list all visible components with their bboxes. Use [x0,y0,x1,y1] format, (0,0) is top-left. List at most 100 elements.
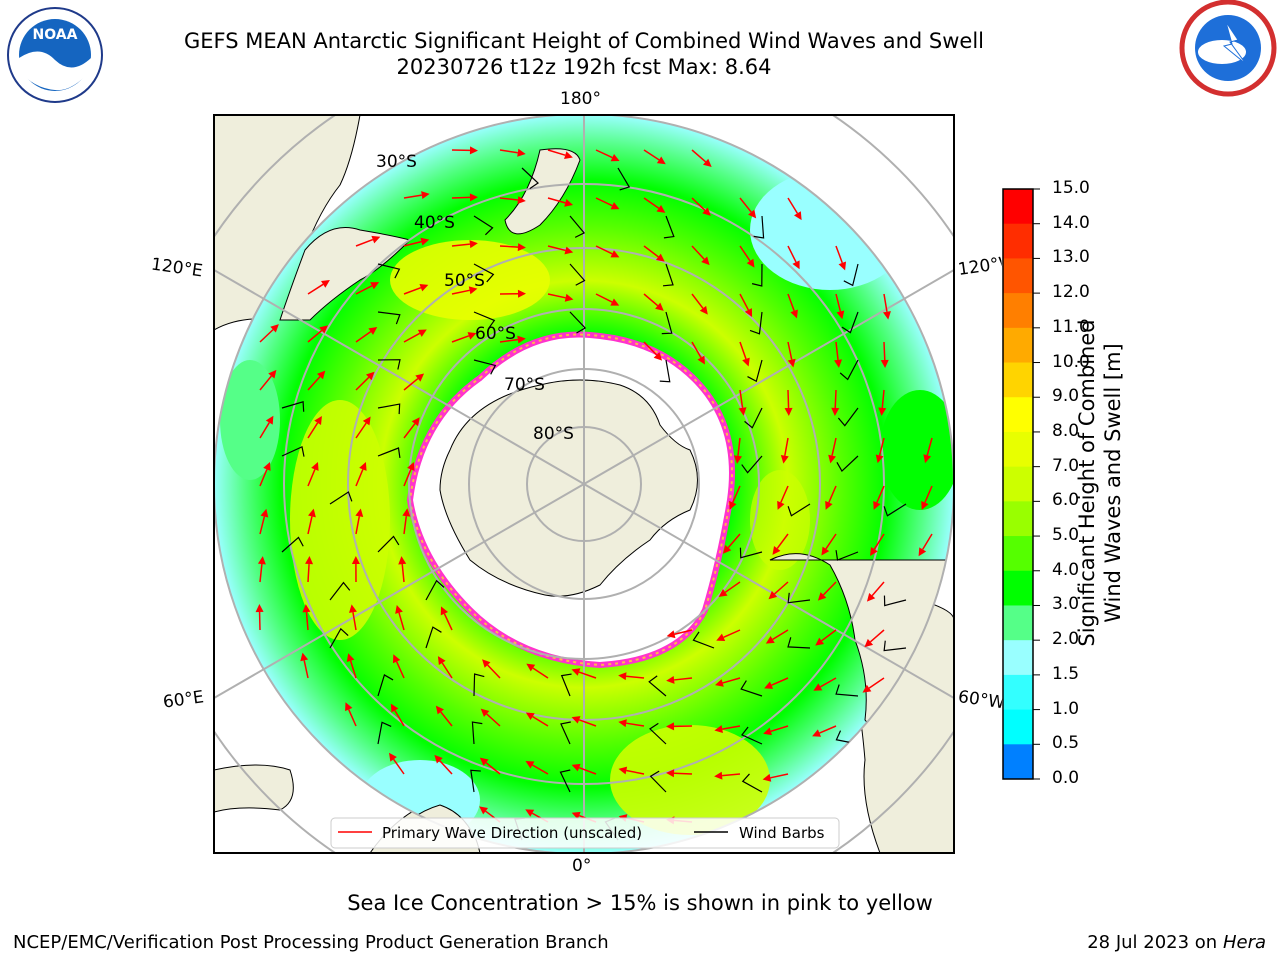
wave-arrow-head [742,357,750,367]
colorbar-title-line2: Wind Waves and Swell [m] [1101,343,1125,623]
wave-arrow-head [784,407,793,416]
wave-direction-arrow [787,389,790,409]
wind-barb [281,445,305,457]
wave-direction-arrow [305,612,309,631]
wave-direction-arrow [673,772,693,775]
wave-arrow-head [479,806,489,815]
wave-direction-arrow [403,423,416,439]
wind-barb [329,581,351,601]
wave-arrow-head [699,305,708,315]
wind-barb [329,491,353,505]
wind-barb [521,167,540,190]
wave-direction-arrow [691,341,702,358]
wind-barb [659,359,671,383]
wave-arrow-head [415,373,425,382]
wave-arrow-head [469,146,478,155]
wave-arrow-head [821,546,830,556]
wave-direction-arrow [926,437,933,456]
wave-direction-arrow [784,437,789,456]
wave-arrow-head [666,769,675,778]
wave-direction-arrow [303,660,309,679]
wave-arrow-head [714,679,724,687]
wave-direction-arrow [626,769,645,775]
wave-direction-arrow [643,293,659,307]
longitude-grid [214,115,954,853]
wave-arrow-head [729,500,737,510]
wave-direction-arrow [439,760,453,775]
date-text: 28 Jul 2023 on [1087,932,1223,953]
wave-arrow-head [314,416,322,425]
wave-direction-arrow [876,485,885,503]
wave-arrow-head [316,370,326,380]
colorbar-segment [1003,536,1033,572]
wave-direction-arrow [532,715,549,727]
colorbar-tick-label: 13.0 [1052,247,1090,268]
wave-arrow-head [831,407,840,416]
wind-barb [739,547,763,559]
wave-direction-arrow [691,149,707,163]
lon-label-0: 0° [572,856,592,876]
wave-direction-arrow [348,709,357,727]
wave-arrow-head [780,455,789,464]
colorbar-segment [1003,223,1033,259]
wind-barb [836,455,859,472]
wave-arrow-head [564,151,573,160]
wind-barb [425,579,445,601]
wind-barb [839,359,859,381]
wave-arrow-head [836,310,845,320]
colorbar-segment [1003,640,1033,676]
wave-arrow-head [564,246,574,255]
wave-direction-arrow [259,375,272,391]
colorbar-segment [1003,431,1033,468]
wave-direction-arrow [441,662,453,679]
wave-arrow-head [517,196,526,205]
wave-direction-arrow [787,245,797,263]
wind-barb [753,215,765,239]
wave-direction-arrow [403,240,422,247]
wave-direction-arrow [532,667,549,679]
wind-barb [281,400,305,412]
wave-arrow-head [479,757,489,766]
wave-arrow-head [921,500,929,510]
wave-arrow-head [618,766,628,775]
wave-arrow-head [517,289,526,298]
colorbar-segment [1003,501,1033,537]
wind-barb [473,359,497,375]
colorbar-segment [1003,293,1033,329]
wave-direction-arrow [643,149,660,161]
vector-layer [255,146,933,841]
wave-arrow-head [564,293,574,302]
wind-barb [835,550,859,561]
wave-arrow-head [764,681,774,689]
wind-barb [425,626,442,649]
wind-barb [883,595,907,607]
wave-direction-arrow [643,197,660,209]
colorbar-title-line1: Significant Height of Combined [1075,319,1099,647]
wave-direction-arrow [578,719,597,727]
wave-arrow-head [517,148,526,157]
colorbar-segment [1003,189,1033,225]
wave-arrow-head [359,461,367,471]
colorbar-tick-label: 4.0 [1052,559,1080,580]
wave-direction-arrow [724,581,741,593]
wave-arrow-head [697,355,705,365]
wave-direction-arrow [739,293,750,311]
colorbar-tick-label: 11.0 [1052,316,1090,337]
colorbar-segment [1003,605,1033,641]
wave-arrow-head [571,716,581,724]
wave-arrow-head [714,771,723,780]
wave-direction-arrow [787,197,799,214]
colorbar-tick-label: 12.0 [1052,282,1090,303]
wave-arrow-head [260,508,269,518]
wave-arrow-head [355,508,364,518]
wave-arrow-head [838,261,847,271]
colorbar-tick-label: 7.0 [1052,455,1080,476]
wave-direction-arrow [819,725,837,734]
wave-arrow-head [748,209,757,219]
wind-barb [787,592,811,604]
wave-arrow-head [255,604,264,613]
wind-barb [747,359,763,383]
colorbar-segment [1003,570,1033,606]
wave-direction-arrow [869,629,885,643]
wave-direction-arrow [595,245,613,255]
